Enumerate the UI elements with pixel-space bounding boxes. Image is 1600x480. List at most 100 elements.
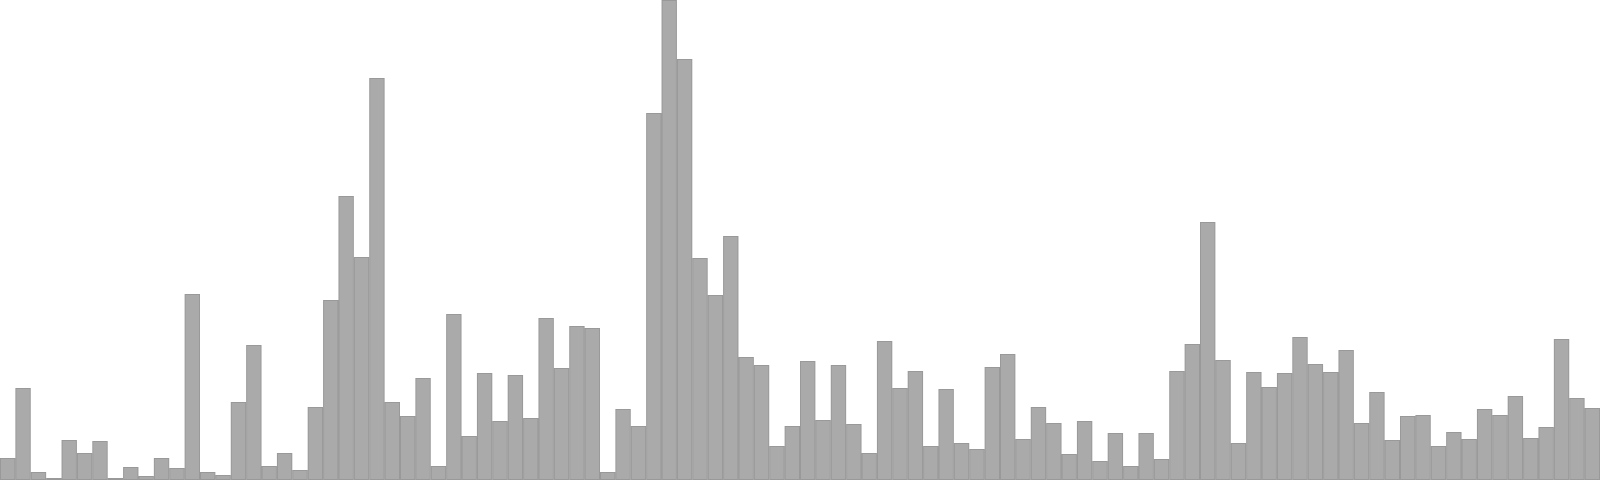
bar-40	[615, 409, 631, 480]
bar-7	[107, 478, 124, 480]
bar-33	[507, 375, 524, 480]
bar-53	[815, 420, 831, 480]
bar-60	[923, 446, 939, 480]
bar-87	[1338, 350, 1354, 480]
bar-16	[246, 345, 262, 480]
bar-103	[1584, 408, 1600, 480]
bar-3	[46, 478, 62, 480]
bar-23	[353, 257, 370, 480]
bar-43	[661, 0, 677, 480]
bar-21	[323, 300, 339, 480]
bar-34	[523, 418, 539, 480]
bar-65	[1000, 354, 1016, 480]
bar-51	[784, 426, 800, 480]
bar-12	[184, 294, 200, 480]
bar-37	[569, 326, 585, 480]
bar-96	[1476, 409, 1493, 480]
bar-101	[1553, 339, 1570, 480]
bar-77	[1184, 344, 1200, 480]
bar-32	[492, 421, 508, 480]
bar-45	[692, 258, 708, 480]
bar-13	[200, 472, 216, 480]
bar-39	[600, 472, 616, 480]
bar-84	[1292, 337, 1308, 480]
bar-67	[1030, 407, 1047, 480]
bar-62	[953, 443, 970, 480]
bar-29	[446, 314, 462, 480]
bar-82	[1261, 387, 1277, 480]
bar-14	[215, 475, 231, 480]
bar-0	[0, 458, 16, 480]
bar-19	[292, 470, 308, 480]
bar-55	[846, 424, 862, 480]
bar-99	[1523, 438, 1539, 480]
bar-26	[400, 416, 416, 480]
bar-90	[1384, 440, 1400, 480]
bar-10	[153, 458, 170, 480]
bar-57	[876, 341, 893, 480]
bar-15	[230, 402, 247, 480]
bar-44	[676, 59, 693, 480]
bar-73	[1123, 466, 1139, 480]
bar-9	[138, 476, 154, 480]
bar-74	[1138, 433, 1154, 480]
bar-59	[907, 371, 924, 480]
bar-22	[338, 196, 354, 480]
bar-56	[861, 453, 877, 480]
bar-52	[800, 361, 816, 480]
bar-20	[307, 407, 324, 480]
bar-102	[1569, 398, 1585, 480]
bar-75	[1153, 459, 1170, 480]
bar-2	[30, 472, 47, 480]
bar-42	[646, 113, 662, 480]
bar-94	[1446, 432, 1462, 480]
bar-17	[261, 466, 277, 480]
bar-27	[415, 378, 431, 480]
bar-64	[984, 367, 1000, 480]
bar-83	[1276, 373, 1293, 480]
bar-91	[1400, 416, 1416, 480]
bar-36	[553, 368, 570, 480]
bar-38	[584, 328, 600, 480]
bar-69	[1061, 454, 1077, 480]
bar-85	[1307, 364, 1324, 480]
bar-81	[1246, 372, 1262, 480]
bar-11	[169, 468, 185, 480]
bar-97	[1492, 415, 1508, 480]
bar-98	[1507, 396, 1524, 480]
bar-68	[1046, 423, 1062, 480]
bar-41	[630, 426, 647, 480]
bar-86	[1323, 372, 1339, 480]
bar-5	[76, 453, 93, 480]
bar-78	[1200, 222, 1216, 480]
bar-46	[707, 295, 724, 480]
bar-35	[538, 318, 554, 480]
bar-25	[384, 402, 400, 480]
bar-58	[892, 388, 908, 480]
bar-100	[1538, 427, 1554, 480]
bar-79	[1215, 360, 1231, 480]
bar-71	[1092, 461, 1108, 480]
bar-80	[1230, 443, 1247, 480]
bar-70	[1076, 421, 1093, 480]
bar-1	[15, 388, 31, 480]
bar-72	[1107, 433, 1124, 480]
bar-28	[430, 466, 447, 480]
bar-95	[1461, 439, 1477, 480]
bar-30	[461, 436, 477, 480]
bar-92	[1415, 415, 1431, 480]
bar-89	[1369, 392, 1385, 480]
bar-4	[61, 440, 77, 480]
bar-48	[738, 357, 754, 480]
bar-54	[830, 365, 847, 480]
bar-61	[938, 389, 954, 480]
bar-49	[753, 365, 770, 480]
bar-63	[969, 449, 985, 480]
bar-76	[1169, 371, 1185, 480]
bar-24	[369, 78, 385, 480]
bar-93	[1430, 446, 1447, 480]
bar-50	[769, 446, 785, 480]
bar-31	[476, 373, 493, 480]
bar-47	[723, 236, 739, 480]
